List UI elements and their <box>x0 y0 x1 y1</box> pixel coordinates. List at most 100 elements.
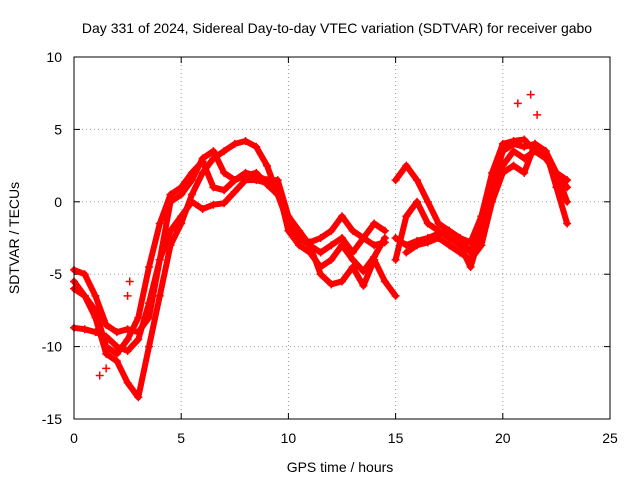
series-track-4 <box>70 157 389 358</box>
data-point-marker <box>220 147 229 156</box>
data-point-marker <box>348 226 357 235</box>
data-point-marker <box>563 176 572 185</box>
data-point-marker <box>552 183 561 192</box>
data-point-marker <box>359 267 368 276</box>
data-point-marker <box>91 328 100 337</box>
data-point-marker <box>262 161 271 170</box>
data-point-marker <box>134 393 143 402</box>
data-point-marker <box>95 371 104 380</box>
data-point-marker <box>391 255 400 264</box>
data-point-marker <box>423 197 432 206</box>
data-point-marker <box>466 255 475 264</box>
data-point-marker <box>563 219 572 228</box>
data-point-marker <box>327 280 336 289</box>
data-point-marker <box>488 197 497 206</box>
y-tick-label: 0 <box>54 194 62 210</box>
data-point-marker <box>80 270 89 279</box>
data-point-marker <box>316 270 325 279</box>
data-point-marker <box>112 349 121 358</box>
data-point-marker <box>338 234 346 242</box>
data-point-marker <box>198 205 207 214</box>
y-tick-label: 5 <box>54 121 62 137</box>
data-point-marker <box>166 226 175 235</box>
data-point-marker <box>455 241 464 250</box>
data-point-marker <box>123 291 132 300</box>
data-point-marker <box>359 234 368 242</box>
data-point-marker <box>177 190 186 199</box>
data-point-marker <box>145 262 154 271</box>
series-line <box>71 177 388 354</box>
data-point-marker <box>445 234 454 242</box>
data-point-marker <box>402 248 411 257</box>
data-point-marker <box>91 291 100 300</box>
data-point-marker <box>327 226 336 235</box>
data-point-marker <box>134 335 143 344</box>
data-point-marker <box>209 147 218 156</box>
data-point-marker <box>91 306 100 315</box>
series-track-3 <box>70 176 389 355</box>
data-point-marker <box>145 342 154 351</box>
series-line <box>71 138 388 401</box>
series-fragments <box>95 90 542 380</box>
data-point-marker <box>305 248 314 257</box>
data-point-marker <box>498 147 507 156</box>
data-point-marker <box>370 241 379 250</box>
data-point-marker <box>295 241 304 250</box>
x-tick-label: 10 <box>281 430 297 446</box>
data-point-marker <box>434 219 443 228</box>
data-point-marker <box>338 212 346 221</box>
data-point-marker <box>273 176 282 185</box>
data-point-marker <box>102 320 111 329</box>
data-point-marker <box>526 90 535 99</box>
y-tick-label: -5 <box>50 266 63 282</box>
data-point-marker <box>220 168 229 177</box>
x-tick-label: 5 <box>177 430 185 446</box>
data-point-marker <box>413 176 422 185</box>
data-point-marker <box>348 255 357 264</box>
data-point-marker <box>445 226 454 235</box>
data-point-marker <box>509 139 518 148</box>
data-point-marker <box>533 110 542 119</box>
x-tick-label: 15 <box>388 430 404 446</box>
data-point-marker <box>402 241 411 250</box>
data-point-marker <box>123 335 132 344</box>
data-point-marker <box>177 212 186 221</box>
series-track-2 <box>70 147 400 337</box>
data-point-marker <box>563 197 572 206</box>
y-tick-label: 10 <box>46 49 62 65</box>
data-point-marker <box>380 226 389 235</box>
data-point-marker <box>498 139 507 148</box>
series-line <box>403 140 571 263</box>
data-point-marker <box>509 161 518 170</box>
data-point-marker <box>241 136 250 145</box>
series-layer <box>70 90 572 402</box>
data-point-marker <box>370 252 379 261</box>
data-point-marker <box>380 238 389 247</box>
x-tick-label: 0 <box>70 430 78 446</box>
chart-title: Day 331 of 2024, Sidereal Day-to-day VTE… <box>82 20 592 36</box>
data-point-marker <box>123 378 132 387</box>
data-point-marker <box>380 277 389 286</box>
data-point-marker <box>477 241 486 250</box>
data-point-marker <box>295 234 304 242</box>
data-point-marker <box>187 168 196 177</box>
data-point-marker <box>284 226 293 235</box>
data-point-marker <box>402 161 411 170</box>
data-point-marker <box>187 190 196 199</box>
data-point-marker <box>134 313 143 322</box>
data-point-marker <box>423 238 432 247</box>
data-point-marker <box>166 190 175 199</box>
data-point-marker <box>102 364 111 373</box>
y-tick-label: -10 <box>42 339 62 355</box>
data-point-marker <box>125 277 134 286</box>
data-point-marker <box>284 212 293 221</box>
data-point-marker <box>445 241 454 250</box>
data-point-marker <box>520 135 529 144</box>
data-point-marker <box>230 187 239 196</box>
data-point-marker <box>477 212 486 221</box>
data-point-marker <box>80 291 89 300</box>
data-point-marker <box>241 176 250 185</box>
data-point-marker <box>112 328 121 337</box>
data-point-marker <box>338 277 346 286</box>
